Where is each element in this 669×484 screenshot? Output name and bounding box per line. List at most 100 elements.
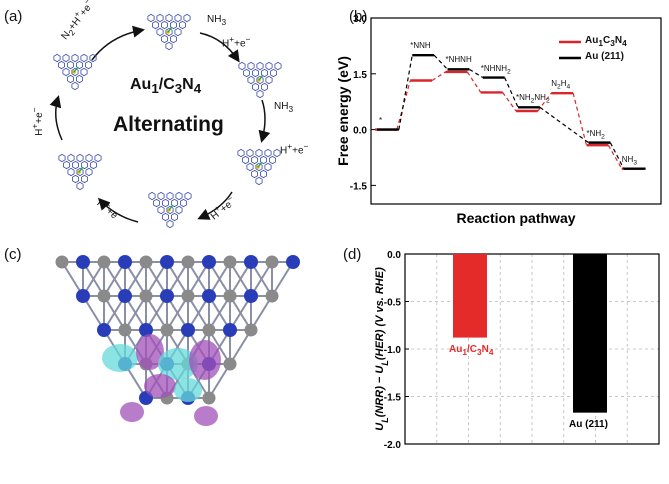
ring bbox=[152, 198, 161, 208]
nitrogen-atom bbox=[244, 289, 258, 303]
ring bbox=[71, 81, 79, 91]
y-tick-label: 0.0 bbox=[353, 126, 367, 137]
ring bbox=[89, 53, 97, 63]
y-tick-label: -1.5 bbox=[350, 181, 368, 192]
transition-line bbox=[396, 80, 411, 130]
nitrogen-atom bbox=[160, 255, 174, 269]
ring bbox=[81, 160, 88, 170]
ring bbox=[174, 13, 182, 23]
y-tick-label: -1.0 bbox=[384, 345, 402, 356]
ring bbox=[274, 61, 282, 71]
ring bbox=[160, 34, 169, 44]
ring bbox=[58, 153, 66, 163]
panel-d-label: (d) bbox=[343, 246, 362, 263]
adsorbate bbox=[73, 66, 79, 73]
cycle-arrow-5 bbox=[49, 95, 63, 141]
ring bbox=[256, 89, 264, 99]
legend-label: Au (211) bbox=[585, 51, 624, 62]
nitrogen-atom bbox=[97, 323, 111, 337]
adsorbate bbox=[168, 204, 174, 211]
panel-a-label: (a) bbox=[4, 8, 23, 25]
ring bbox=[255, 162, 263, 172]
ring bbox=[169, 34, 178, 44]
panel-d: (d) 0.0 -0.5 -1.0 -1.5 -2.0 UL(NRR) − UL(HER)… bbox=[335, 240, 669, 484]
state-label: *NH2NH2 bbox=[516, 93, 550, 105]
x-axis-label: Reaction pathway bbox=[456, 210, 575, 226]
ring bbox=[151, 20, 160, 30]
carbon-atom bbox=[181, 289, 195, 303]
ring bbox=[260, 68, 269, 78]
nitrogen-atom bbox=[223, 323, 237, 337]
ring bbox=[264, 162, 272, 172]
transition-line bbox=[607, 144, 623, 169]
legend-label: Au1C3N4 bbox=[585, 35, 627, 48]
molecule-thumbnail bbox=[58, 153, 102, 191]
ring bbox=[247, 61, 255, 71]
carbon-atom bbox=[97, 255, 111, 269]
cycle-arrow-4 bbox=[97, 197, 139, 223]
state-label: *NHNH2 bbox=[480, 63, 511, 76]
ring bbox=[62, 67, 70, 77]
molecule-thumbnail bbox=[238, 61, 282, 99]
ring bbox=[265, 75, 273, 85]
ring bbox=[81, 174, 88, 184]
ring bbox=[259, 155, 268, 165]
panel-c-label: (c) bbox=[4, 246, 22, 263]
bar-category-label: Au (211) bbox=[569, 418, 608, 430]
y-tick-label: 1.5 bbox=[353, 70, 367, 81]
ring bbox=[53, 53, 61, 63]
nitrogen-atom bbox=[118, 255, 132, 269]
cycle-step-label: H++e− bbox=[222, 34, 251, 50]
ring bbox=[265, 61, 273, 71]
bar bbox=[453, 254, 487, 338]
ring bbox=[85, 60, 92, 70]
ring bbox=[67, 74, 74, 84]
nitrogen-atom bbox=[76, 289, 90, 303]
bar bbox=[573, 254, 607, 413]
state-label: *NHNH bbox=[445, 55, 472, 65]
transition-line bbox=[431, 71, 446, 82]
ring bbox=[157, 191, 165, 201]
bond bbox=[208, 295, 231, 331]
transition-line bbox=[539, 106, 589, 144]
ring bbox=[166, 191, 174, 201]
plot-frame bbox=[370, 17, 662, 205]
panel-c: (c) bbox=[0, 240, 335, 484]
transition-line bbox=[502, 92, 517, 112]
ring bbox=[184, 191, 192, 201]
carbon-atom bbox=[160, 323, 174, 337]
molecule-thumbnail bbox=[53, 53, 97, 91]
charge-density-lobe bbox=[144, 374, 176, 398]
ring bbox=[175, 205, 183, 215]
cycle-arrow-2 bbox=[258, 99, 271, 143]
charge-density-lobe bbox=[189, 340, 221, 380]
panel-a: (a) Au1/C3N4 Alternating N2+H++e− NH3 H++e… bbox=[0, 0, 335, 240]
carbon-atom bbox=[118, 323, 132, 337]
mechanism-label: Alternating bbox=[113, 113, 224, 136]
ring bbox=[174, 27, 182, 37]
bond bbox=[250, 295, 273, 331]
ring bbox=[90, 160, 97, 170]
ring bbox=[170, 212, 179, 222]
ring bbox=[264, 148, 272, 158]
carbon-atom bbox=[265, 255, 279, 269]
state-label: N2H4 bbox=[551, 79, 571, 91]
carbon-atom bbox=[139, 255, 153, 269]
carbon-atom bbox=[139, 289, 153, 303]
y-axis-label: Free energy (eV) bbox=[335, 56, 351, 166]
cycle-arrow-6 bbox=[91, 25, 145, 61]
ring bbox=[273, 148, 281, 158]
ring bbox=[72, 174, 79, 184]
nitrogen-atom bbox=[244, 255, 258, 269]
ring bbox=[58, 60, 65, 70]
carbon-atom bbox=[97, 289, 111, 303]
charge-density-structure bbox=[55, 255, 300, 426]
ring bbox=[157, 205, 165, 215]
ring bbox=[63, 160, 70, 170]
ring bbox=[250, 169, 259, 179]
ring bbox=[94, 153, 102, 163]
carbon-atom bbox=[223, 255, 237, 269]
ring bbox=[256, 75, 264, 85]
y-tick-label: 0.0 bbox=[387, 250, 401, 261]
nitrogen-atom bbox=[286, 255, 300, 269]
